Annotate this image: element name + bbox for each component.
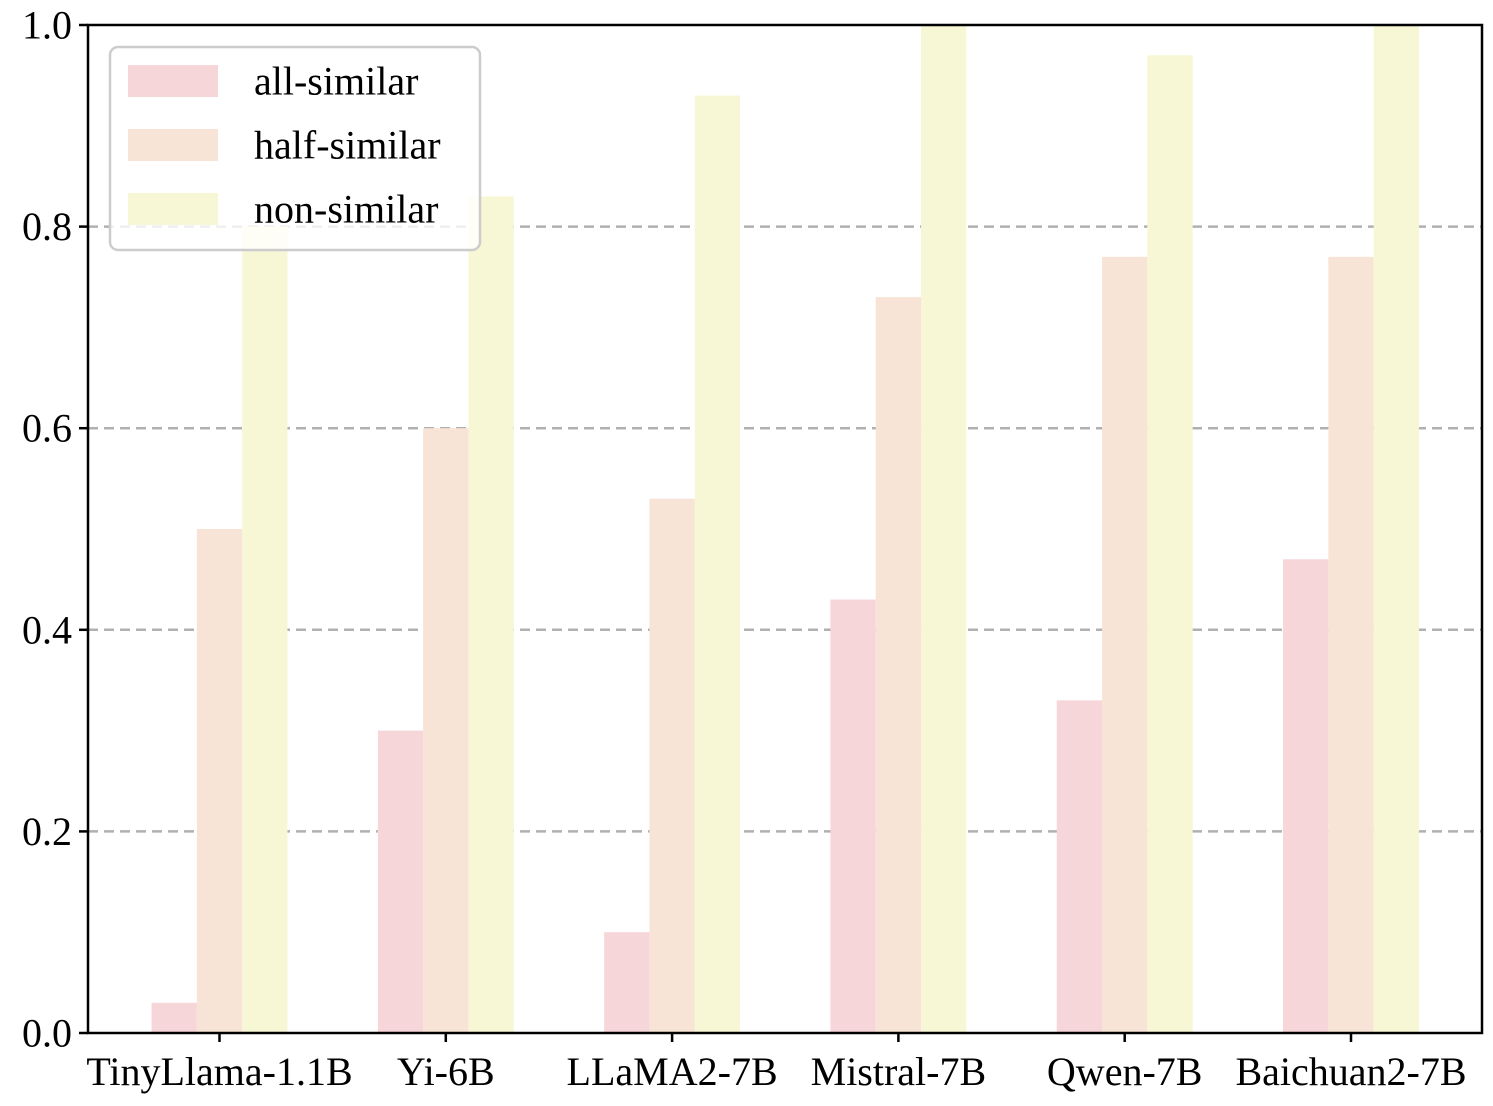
x-tick-label: LLaMA2-7B bbox=[567, 1049, 778, 1094]
legend-label-all-similar: all-similar bbox=[254, 59, 418, 104]
legend-swatch-non-similar bbox=[128, 193, 218, 225]
bar-all-similar-TinyLlama-1.1B bbox=[151, 1002, 197, 1033]
bar-all-similar-Mistral-7B bbox=[830, 599, 876, 1033]
axes: 0.0 0.2 0.4 0.6 0.8 1.0 TinyLlama-1.1B Yi-6B LLa… bbox=[22, 3, 1484, 1094]
legend-label-half-similar: half-similar bbox=[254, 123, 441, 168]
y-tick-label: 0.4 bbox=[22, 607, 72, 652]
y-tick-label: 0.2 bbox=[22, 809, 72, 854]
plot-frame bbox=[86, 23, 1484, 1035]
bar-non-similar-Yi-6B bbox=[468, 196, 514, 1034]
x-tick-label: Baichuan2-7B bbox=[1235, 1049, 1466, 1094]
bar-non-similar-Qwen-7B bbox=[1147, 55, 1193, 1034]
y-tick-label: 1.0 bbox=[22, 3, 72, 48]
legend: all-similar half-similar non-similar bbox=[108, 45, 482, 252]
y-tick-label: 0.6 bbox=[22, 406, 72, 451]
bar-half-similar-Yi-6B bbox=[423, 428, 469, 1033]
bar-all-similar-Qwen-7B bbox=[1056, 700, 1103, 1033]
legend-swatch-all-similar bbox=[128, 65, 218, 97]
gridlines bbox=[88, 225, 1482, 833]
x-tick-label: TinyLlama-1.1B bbox=[86, 1049, 352, 1094]
bar-non-similar-LLaMA2-7B bbox=[694, 95, 741, 1033]
x-tick-label: Yi-6B bbox=[397, 1049, 495, 1094]
bar-half-similar-LLaMA2-7B bbox=[649, 498, 695, 1033]
bar-non-similar-Baichuan2-7B bbox=[1373, 25, 1419, 1033]
bar-half-similar-Qwen-7B bbox=[1102, 256, 1148, 1034]
bar-half-similar-TinyLlama-1.1B bbox=[196, 529, 243, 1033]
y-tick-label: 0.0 bbox=[22, 1011, 72, 1056]
bar-half-similar-Baichuan2-7B bbox=[1328, 256, 1374, 1034]
bar-all-similar-Yi-6B bbox=[377, 730, 424, 1033]
bars bbox=[151, 25, 1419, 1034]
bar-all-similar-Baichuan2-7B bbox=[1283, 559, 1329, 1033]
bar-non-similar-Mistral-7B bbox=[921, 25, 967, 1033]
x-tick-label: Qwen-7B bbox=[1047, 1049, 1203, 1094]
bar-half-similar-Mistral-7B bbox=[875, 297, 922, 1033]
bar-non-similar-TinyLlama-1.1B bbox=[242, 226, 288, 1034]
x-tick-label: Mistral-7B bbox=[811, 1049, 987, 1094]
legend-label-non-similar: non-similar bbox=[254, 187, 438, 232]
legend-swatch-half-similar bbox=[128, 129, 218, 161]
bar-all-similar-LLaMA2-7B bbox=[604, 932, 650, 1033]
y-tick-label: 0.8 bbox=[22, 204, 72, 249]
